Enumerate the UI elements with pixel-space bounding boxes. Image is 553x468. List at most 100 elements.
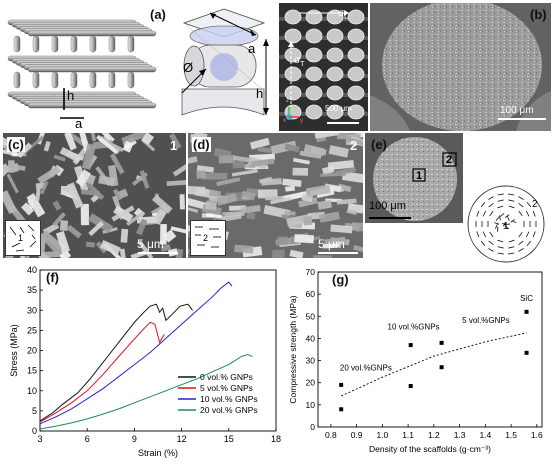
stress-strain-chart: 3 6 9 12 15 18 0 5 10 15 20 25 30 35 40 Strain (%) Stres… <box>9 265 281 458</box>
panel-label-f: (f) <box>46 270 59 285</box>
point-annotation-2: 5 vol.%GNPs <box>462 316 510 325</box>
region-2-label: 2 <box>350 138 358 153</box>
y-axis-label: Compressive strength (MPa) <box>288 295 298 403</box>
scale-bar-b-label: 100 μm <box>500 105 534 116</box>
data-point <box>524 309 529 314</box>
sigma-t-label: σT <box>294 55 305 68</box>
panel-label-g: (g) <box>332 272 349 287</box>
x-axis-label: Strain (%) <box>138 448 178 458</box>
schematic-1-label: 1 <box>503 221 509 232</box>
x-tick-label: 1.6 <box>531 430 543 440</box>
axis-z-label: z <box>286 98 289 104</box>
scale-bar-c <box>138 252 178 254</box>
axis-y-label: y <box>300 118 303 124</box>
y-tick-label: 30 <box>306 356 316 366</box>
sem-filament-cross-section <box>365 133 463 223</box>
y-tick-label: 15 <box>27 366 37 376</box>
series-line-2 <box>39 281 233 425</box>
y-tick-label: 0 <box>310 422 315 432</box>
data-point <box>339 407 344 412</box>
y-tick-label: 70 <box>306 267 316 277</box>
y-tick-label: 40 <box>306 333 316 343</box>
x-tick-label: 6 <box>85 434 90 444</box>
plot-frame <box>317 271 543 428</box>
inset-2-number: 2 <box>203 233 209 243</box>
y-tick-label: 20 <box>27 346 37 356</box>
point-annotation-1: 10 vol.%GNPs <box>388 323 440 332</box>
y-tick-label: 50 <box>306 311 316 321</box>
h-label: h <box>67 88 75 103</box>
unit-cell-schematic <box>181 8 269 116</box>
sem-cross-section-image <box>370 3 551 131</box>
unit-cell-diameter-label: Ø <box>183 60 194 75</box>
data-point <box>408 384 413 389</box>
scale-bar-c-label: 5 μm <box>137 237 164 251</box>
orientation-inset-1 <box>5 220 41 256</box>
panel-label-e: (e) <box>371 137 387 152</box>
stress-direction-arrows <box>286 10 359 124</box>
scale-bar-d <box>318 252 358 254</box>
a-label: a <box>75 116 83 131</box>
x-tick-label: 12 <box>177 434 187 444</box>
y-tick-label: 10 <box>27 386 37 396</box>
y-tick-label: 40 <box>27 265 37 275</box>
scale-bar-a-label: 500 μm <box>325 104 352 113</box>
y-tick-label: 20 <box>306 378 316 388</box>
legend-label-0: 0 vol.% GNPs <box>200 372 253 382</box>
y-tick-label: 0 <box>32 426 37 436</box>
series-line-3 <box>39 353 253 430</box>
x-tick-label: 1.2 <box>428 430 440 440</box>
legend-label-1: 5 vol.% GNPs <box>200 383 253 393</box>
x-tick-label: 9 <box>132 434 137 444</box>
axis-x-label: x <box>283 118 286 124</box>
panel-label-d: (d) <box>192 137 211 152</box>
legend-label-3: 20 vol.% GNPs <box>200 405 258 415</box>
series-line-1 <box>39 321 165 423</box>
y-tick-label: 30 <box>27 305 37 315</box>
unit-cell-h-label: h <box>256 86 264 101</box>
x-tick-label: 1.5 <box>505 430 517 440</box>
data-point <box>408 343 413 348</box>
scale-bar-d-label: 5 μm <box>318 237 345 251</box>
x-tick-label: 1.0 <box>376 430 388 440</box>
x-axis-label: Density of the scaffolds (g·cm⁻³) <box>369 444 491 454</box>
x-tick-label: 18 <box>271 434 281 444</box>
x-tick-label: 0.8 <box>325 430 337 440</box>
compressive-strength-chart: 0.8 0.9 1.0 1.1 1.2 1.3 1.4 1.5 1.6 0 10 20 30 40 50 60… <box>288 267 543 454</box>
data-point <box>524 350 529 355</box>
data-point <box>339 382 344 387</box>
region-1-label: 1 <box>170 138 178 153</box>
series-line-0 <box>39 303 193 422</box>
y-tick-label: 25 <box>27 325 37 335</box>
scaffold-lattice-schematic <box>7 19 157 119</box>
box-1-label: 1 <box>416 170 423 182</box>
box-2-label: 2 <box>446 154 453 166</box>
scale-bar-e <box>369 217 411 219</box>
trend-line <box>341 332 527 397</box>
y-tick-label: 5 <box>32 406 37 416</box>
y-tick-label: 35 <box>27 285 37 295</box>
x-tick-label: 1.3 <box>454 430 466 440</box>
panel-label-a: (a) <box>150 7 166 22</box>
y-axis-label: Stress (MPa) <box>9 324 19 377</box>
x-tick-label: 1.4 <box>479 430 491 440</box>
orientation-schematic <box>467 185 545 263</box>
point-annotation-3: SiC <box>520 294 533 303</box>
point-annotation-0: 20 vol.%GNPs <box>340 364 392 373</box>
x-tick-label: 1.1 <box>402 430 414 440</box>
y-tick-label: 10 <box>306 400 316 410</box>
x-tick-label: 3 <box>37 434 42 444</box>
panel-label-c: (c) <box>7 137 25 152</box>
inset-1-number: 1 <box>18 233 24 243</box>
scale-bar-b <box>498 118 546 120</box>
scale-bar-e-label: 100 μm <box>369 200 406 212</box>
data-point <box>439 365 444 370</box>
panel-label-b: (b) <box>530 7 547 22</box>
x-tick-label: 0.9 <box>351 430 363 440</box>
schematic-2-label: 2 <box>532 199 538 210</box>
orientation-inset-2 <box>190 220 226 256</box>
data-point <box>439 340 444 345</box>
unit-cell-a-label: a <box>248 41 256 56</box>
y-tick-label: 60 <box>306 289 316 299</box>
x-tick-label: 15 <box>224 434 234 444</box>
